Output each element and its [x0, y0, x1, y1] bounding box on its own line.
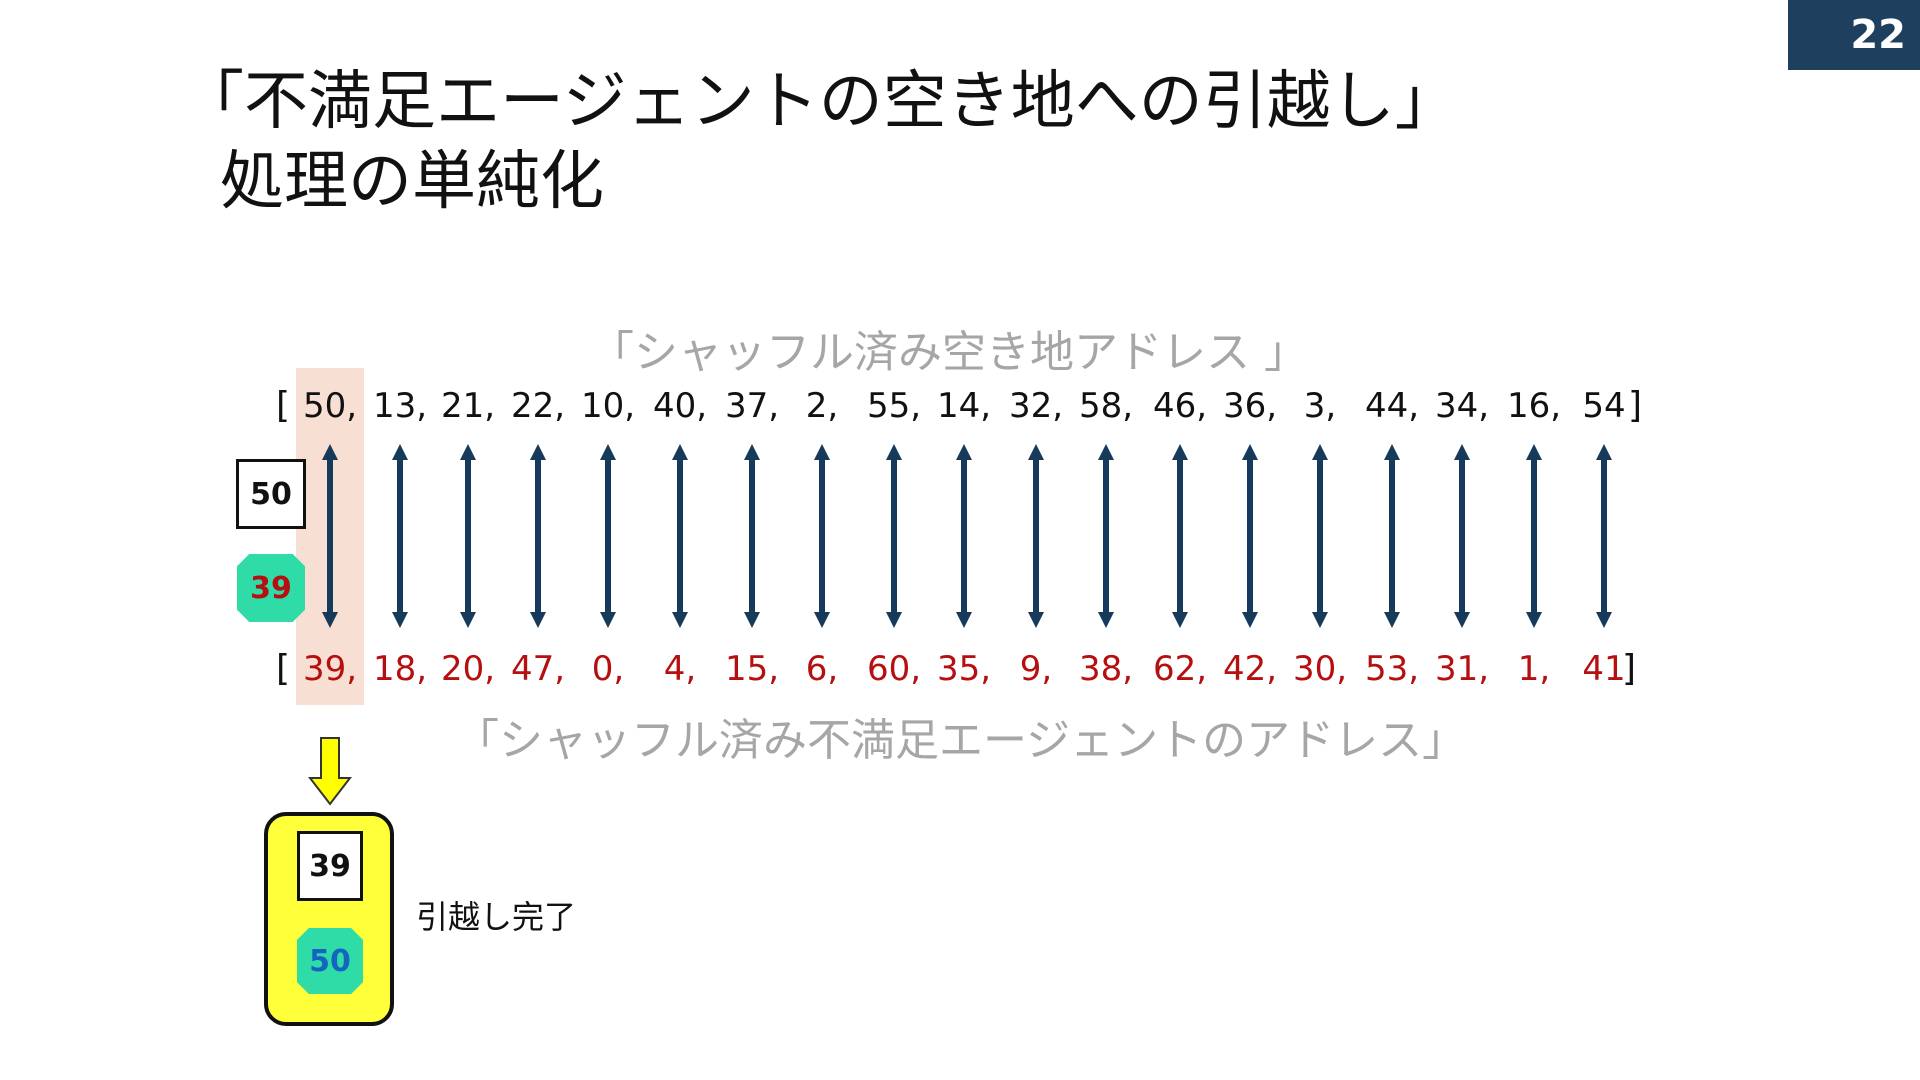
agent-list-close-bracket: ]: [1622, 648, 1637, 689]
moved-result-box: 39 50: [264, 812, 394, 1026]
vacant-address-item: 14,: [936, 386, 992, 426]
slide-title: 「不満足エージェントの空き地への引越し」 処理の単純化: [180, 62, 1459, 222]
double-arrow-icon: [672, 444, 688, 628]
agent-address-item: 18,: [372, 649, 428, 689]
vacant-address-item: 34,: [1434, 386, 1490, 426]
agent-address-item: 39,: [302, 649, 358, 689]
vacant-address-item: 13,: [372, 386, 428, 426]
title-line-2: 処理の単純化: [220, 145, 604, 219]
double-arrow-icon: [956, 444, 972, 628]
double-arrow-icon: [744, 444, 760, 628]
moved-agent-token: 50: [297, 928, 363, 994]
agent-address-item: 20,: [440, 649, 496, 689]
double-arrow-icon: [1384, 444, 1400, 628]
agent-address-item: 38,: [1078, 649, 1134, 689]
vacant-address-card: 50: [236, 459, 306, 529]
double-arrow-icon: [1098, 444, 1114, 628]
vacant-address-item: 44,: [1364, 386, 1420, 426]
vacant-address-item: 37,: [724, 386, 780, 426]
moved-address-card: 39: [297, 831, 363, 901]
title-line-1: 「不満足エージェントの空き地への引越し」: [180, 65, 1459, 139]
agent-address-item: 0,: [591, 649, 625, 689]
agent-list-caption: 「シャッフル済み不満足エージェントのアドレス」: [455, 715, 1467, 766]
agent-address-item: 42,: [1222, 649, 1278, 689]
agent-address-item: 30,: [1292, 649, 1348, 689]
vacant-address-item: 22,: [510, 386, 566, 426]
vacant-address-item: 46,: [1152, 386, 1208, 426]
agent-address-item: 47,: [510, 649, 566, 689]
double-arrow-icon: [1172, 444, 1188, 628]
double-arrow-icon: [530, 444, 546, 628]
double-arrow-icon: [1312, 444, 1328, 628]
double-arrow-icon: [1526, 444, 1542, 628]
agent-address-item: 53,: [1364, 649, 1420, 689]
agent-address-item: 1,: [1517, 649, 1551, 689]
page-number: 22: [1788, 0, 1920, 70]
double-arrow-icon: [886, 444, 902, 628]
double-arrow-icon: [1028, 444, 1044, 628]
double-arrow-icon: [460, 444, 476, 628]
agent-address-item: 4,: [663, 649, 697, 689]
double-arrow-icon: [814, 444, 830, 628]
agent-address-item: 6,: [805, 649, 839, 689]
vacant-address-item: 40,: [652, 386, 708, 426]
vacant-address-item: 36,: [1222, 386, 1278, 426]
agent-address-item: 9,: [1019, 649, 1053, 689]
agent-address-item: 35,: [936, 649, 992, 689]
agent-address-item: 62,: [1152, 649, 1208, 689]
agent-address-item: 60,: [866, 649, 922, 689]
move-complete-label: 引越し完了: [416, 898, 577, 936]
double-arrow-icon: [1596, 444, 1612, 628]
vacant-list-caption: 「シャッフル済み空き地アドレス 」: [590, 327, 1308, 378]
vacant-address-item: 54: [1582, 386, 1626, 426]
double-arrow-icon: [1242, 444, 1258, 628]
double-arrow-icon: [600, 444, 616, 628]
agent-address-item: 41: [1582, 649, 1626, 689]
vacant-address-item: 3,: [1303, 386, 1337, 426]
double-arrow-icon: [392, 444, 408, 628]
vacant-address-item: 32,: [1008, 386, 1064, 426]
vacant-address-item: 21,: [440, 386, 496, 426]
double-arrow-icon: [1454, 444, 1470, 628]
down-arrow-icon: [308, 737, 352, 806]
vacant-list-open-bracket: [: [276, 385, 291, 426]
vacant-address-item: 10,: [580, 386, 636, 426]
vacant-address-item: 2,: [805, 386, 839, 426]
agent-address-item: 15,: [724, 649, 780, 689]
vacant-address-item: 16,: [1506, 386, 1562, 426]
agent-list-open-bracket: [: [276, 648, 291, 689]
vacant-address-item: 58,: [1078, 386, 1134, 426]
agent-address-item: 31,: [1434, 649, 1490, 689]
vacant-address-item: 55,: [866, 386, 922, 426]
vacant-list-close-bracket: ]: [1628, 385, 1643, 426]
vacant-address-item: 50,: [302, 386, 358, 426]
agent-token: 39: [237, 554, 305, 622]
